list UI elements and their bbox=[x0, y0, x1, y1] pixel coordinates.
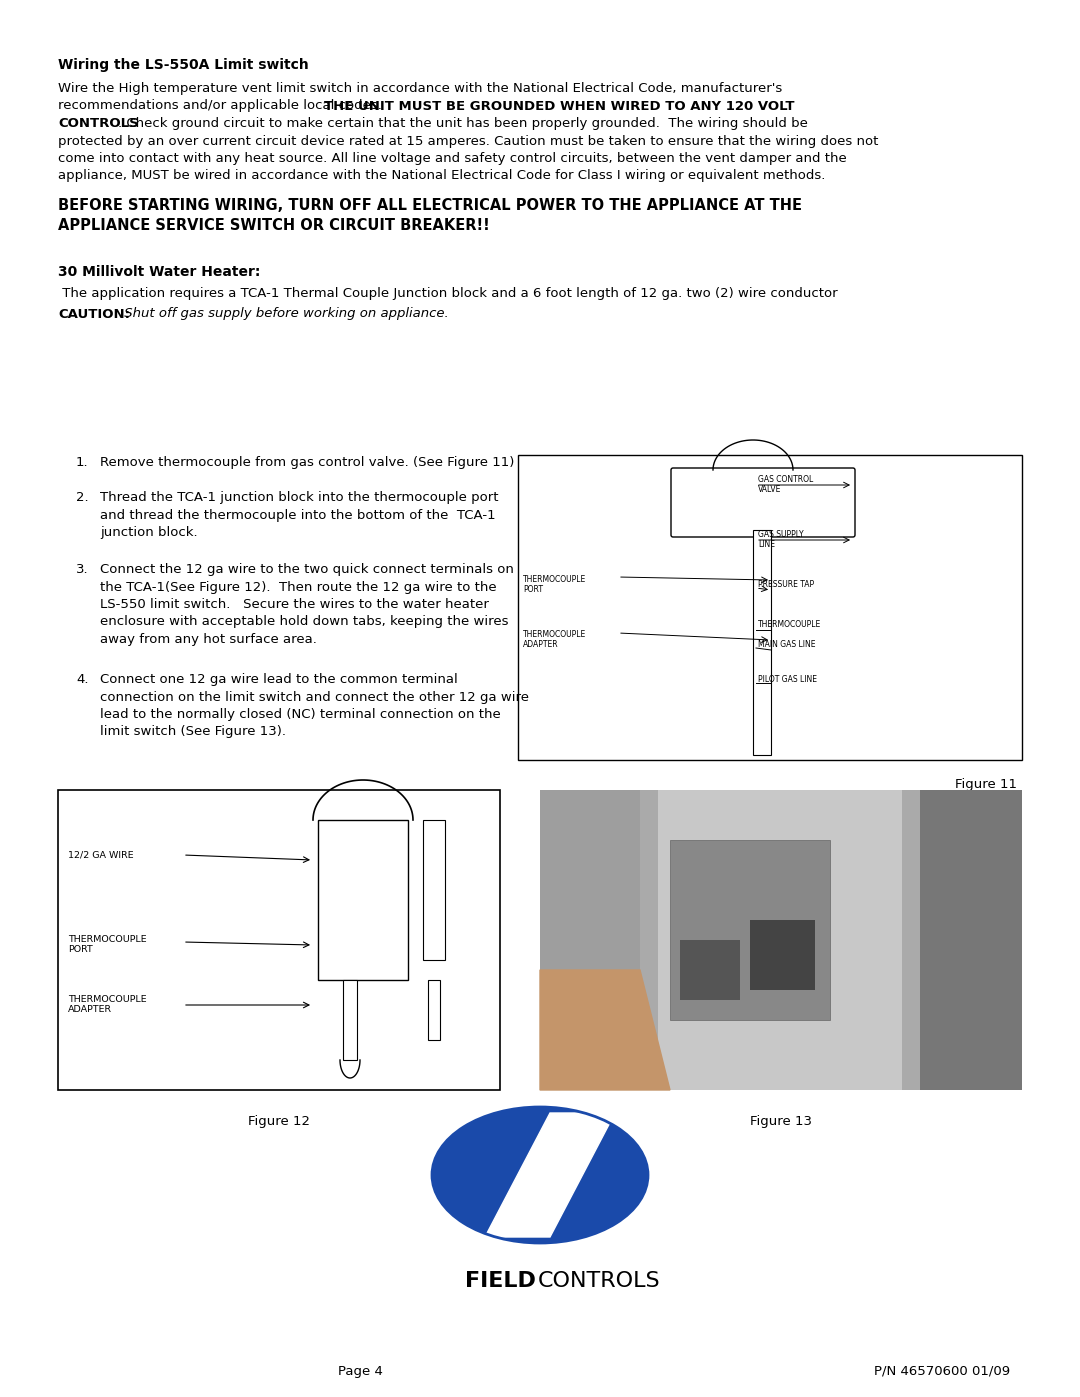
Bar bbox=[428, 981, 440, 1039]
Text: recommendations and/or applicable local codes.: recommendations and/or applicable local … bbox=[58, 99, 387, 113]
Text: FIELD: FIELD bbox=[465, 1271, 536, 1291]
Bar bbox=[423, 820, 445, 960]
Text: PILOT GAS LINE: PILOT GAS LINE bbox=[758, 675, 816, 685]
Text: CAUTION:: CAUTION: bbox=[58, 307, 130, 320]
Text: THERMOCOUPLE
PORT: THERMOCOUPLE PORT bbox=[523, 576, 586, 594]
Text: Wiring the LS-550A Limit switch: Wiring the LS-550A Limit switch bbox=[58, 59, 309, 73]
Text: P/N 46570600 01/09: P/N 46570600 01/09 bbox=[874, 1365, 1010, 1377]
Bar bbox=[902, 789, 920, 1090]
Text: THERMOCOUPLE
ADAPTER: THERMOCOUPLE ADAPTER bbox=[68, 995, 147, 1014]
Bar bbox=[750, 921, 815, 990]
Bar bbox=[920, 789, 1022, 1090]
Bar bbox=[640, 789, 920, 1090]
Text: the TCA-1(See Figure 12).  Then route the 12 ga wire to the: the TCA-1(See Figure 12). Then route the… bbox=[100, 581, 497, 594]
Text: MAIN GAS LINE: MAIN GAS LINE bbox=[758, 640, 815, 650]
Text: PRESSURE TAP: PRESSURE TAP bbox=[758, 580, 814, 590]
Text: The application requires a TCA-1 Thermal Couple Junction block and a 6 foot leng: The application requires a TCA-1 Thermal… bbox=[58, 288, 838, 300]
Text: 30 Millivolt Water Heater:: 30 Millivolt Water Heater: bbox=[58, 265, 260, 279]
Text: Figure 12: Figure 12 bbox=[248, 1115, 310, 1127]
Text: 3.: 3. bbox=[76, 563, 89, 576]
Text: appliance, MUST be wired in accordance with the National Electrical Code for Cla: appliance, MUST be wired in accordance w… bbox=[58, 169, 825, 183]
Text: enclosure with acceptable hold down tabs, keeping the wires: enclosure with acceptable hold down tabs… bbox=[100, 616, 509, 629]
Text: GAS SUPPLY
LINE: GAS SUPPLY LINE bbox=[758, 529, 804, 549]
Text: 12/2 GA WIRE: 12/2 GA WIRE bbox=[68, 849, 134, 859]
Text: and thread the thermocouple into the bottom of the  TCA-1: and thread the thermocouple into the bot… bbox=[100, 509, 496, 521]
Bar bbox=[680, 940, 740, 1000]
Text: away from any hot surface area.: away from any hot surface area. bbox=[100, 633, 316, 645]
Text: Remove thermocouple from gas control valve. (See Figure 11): Remove thermocouple from gas control val… bbox=[100, 455, 514, 469]
Text: 2.: 2. bbox=[76, 490, 89, 504]
Text: CONTROLS: CONTROLS bbox=[538, 1271, 661, 1291]
Text: Shut off gas supply before working on appliance.: Shut off gas supply before working on ap… bbox=[120, 307, 449, 320]
Bar bbox=[670, 840, 831, 1020]
Bar bbox=[753, 529, 771, 754]
Bar bbox=[518, 455, 1022, 760]
Bar bbox=[58, 789, 500, 1090]
Text: BEFORE STARTING WIRING, TURN OFF ALL ELECTRICAL POWER TO THE APPLIANCE AT THE: BEFORE STARTING WIRING, TURN OFF ALL ELE… bbox=[58, 197, 802, 212]
Text: protected by an over current circuit device rated at 15 amperes. Caution must be: protected by an over current circuit dev… bbox=[58, 134, 878, 148]
Text: connection on the limit switch and connect the other 12 ga wire: connection on the limit switch and conne… bbox=[100, 690, 529, 704]
Text: THERMOCOUPLE: THERMOCOUPLE bbox=[758, 620, 821, 629]
Text: Figure 13: Figure 13 bbox=[750, 1115, 812, 1127]
Text: Thread the TCA-1 junction block into the thermocouple port: Thread the TCA-1 junction block into the… bbox=[100, 490, 499, 504]
Text: 4.: 4. bbox=[76, 673, 89, 686]
Bar bbox=[318, 820, 408, 981]
Text: lead to the normally closed (NC) terminal connection on the: lead to the normally closed (NC) termina… bbox=[100, 708, 501, 721]
FancyBboxPatch shape bbox=[671, 468, 855, 536]
Ellipse shape bbox=[432, 1106, 648, 1243]
Bar bbox=[343, 981, 357, 1060]
Text: Page 4: Page 4 bbox=[338, 1365, 382, 1377]
Text: GAS CONTROL
VALVE: GAS CONTROL VALVE bbox=[758, 475, 813, 495]
Text: 1.: 1. bbox=[76, 455, 89, 469]
Text: THERMOCOUPLE
ADAPTER: THERMOCOUPLE ADAPTER bbox=[523, 630, 586, 650]
Text: THE UNIT MUST BE GROUNDED WHEN WIRED TO ANY 120 VOLT: THE UNIT MUST BE GROUNDED WHEN WIRED TO … bbox=[324, 99, 795, 113]
Bar bbox=[540, 789, 1022, 1090]
Text: . Check ground circuit to make certain that the unit has been properly grounded.: . Check ground circuit to make certain t… bbox=[118, 117, 808, 130]
Text: Connect one 12 ga wire lead to the common terminal: Connect one 12 ga wire lead to the commo… bbox=[100, 673, 458, 686]
Text: LS-550 limit switch.   Secure the wires to the water heater: LS-550 limit switch. Secure the wires to… bbox=[100, 598, 489, 610]
Text: Wire the High temperature vent limit switch in accordance with the National Elec: Wire the High temperature vent limit swi… bbox=[58, 82, 782, 95]
Text: junction block.: junction block. bbox=[100, 527, 198, 539]
Text: APPLIANCE SERVICE SWITCH OR CIRCUIT BREAKER!!: APPLIANCE SERVICE SWITCH OR CIRCUIT BREA… bbox=[58, 218, 489, 232]
Text: come into contact with any heat source. All line voltage and safety control circ: come into contact with any heat source. … bbox=[58, 152, 847, 165]
Text: limit switch (See Figure 13).: limit switch (See Figure 13). bbox=[100, 725, 286, 739]
Bar bbox=[640, 789, 658, 1090]
Text: THERMOCOUPLE
PORT: THERMOCOUPLE PORT bbox=[68, 935, 147, 954]
Polygon shape bbox=[485, 1113, 615, 1236]
Text: Connect the 12 ga wire to the two quick connect terminals on: Connect the 12 ga wire to the two quick … bbox=[100, 563, 514, 576]
Polygon shape bbox=[540, 970, 670, 1090]
Text: CONTROLS: CONTROLS bbox=[58, 117, 138, 130]
Text: Figure 11: Figure 11 bbox=[955, 778, 1017, 791]
